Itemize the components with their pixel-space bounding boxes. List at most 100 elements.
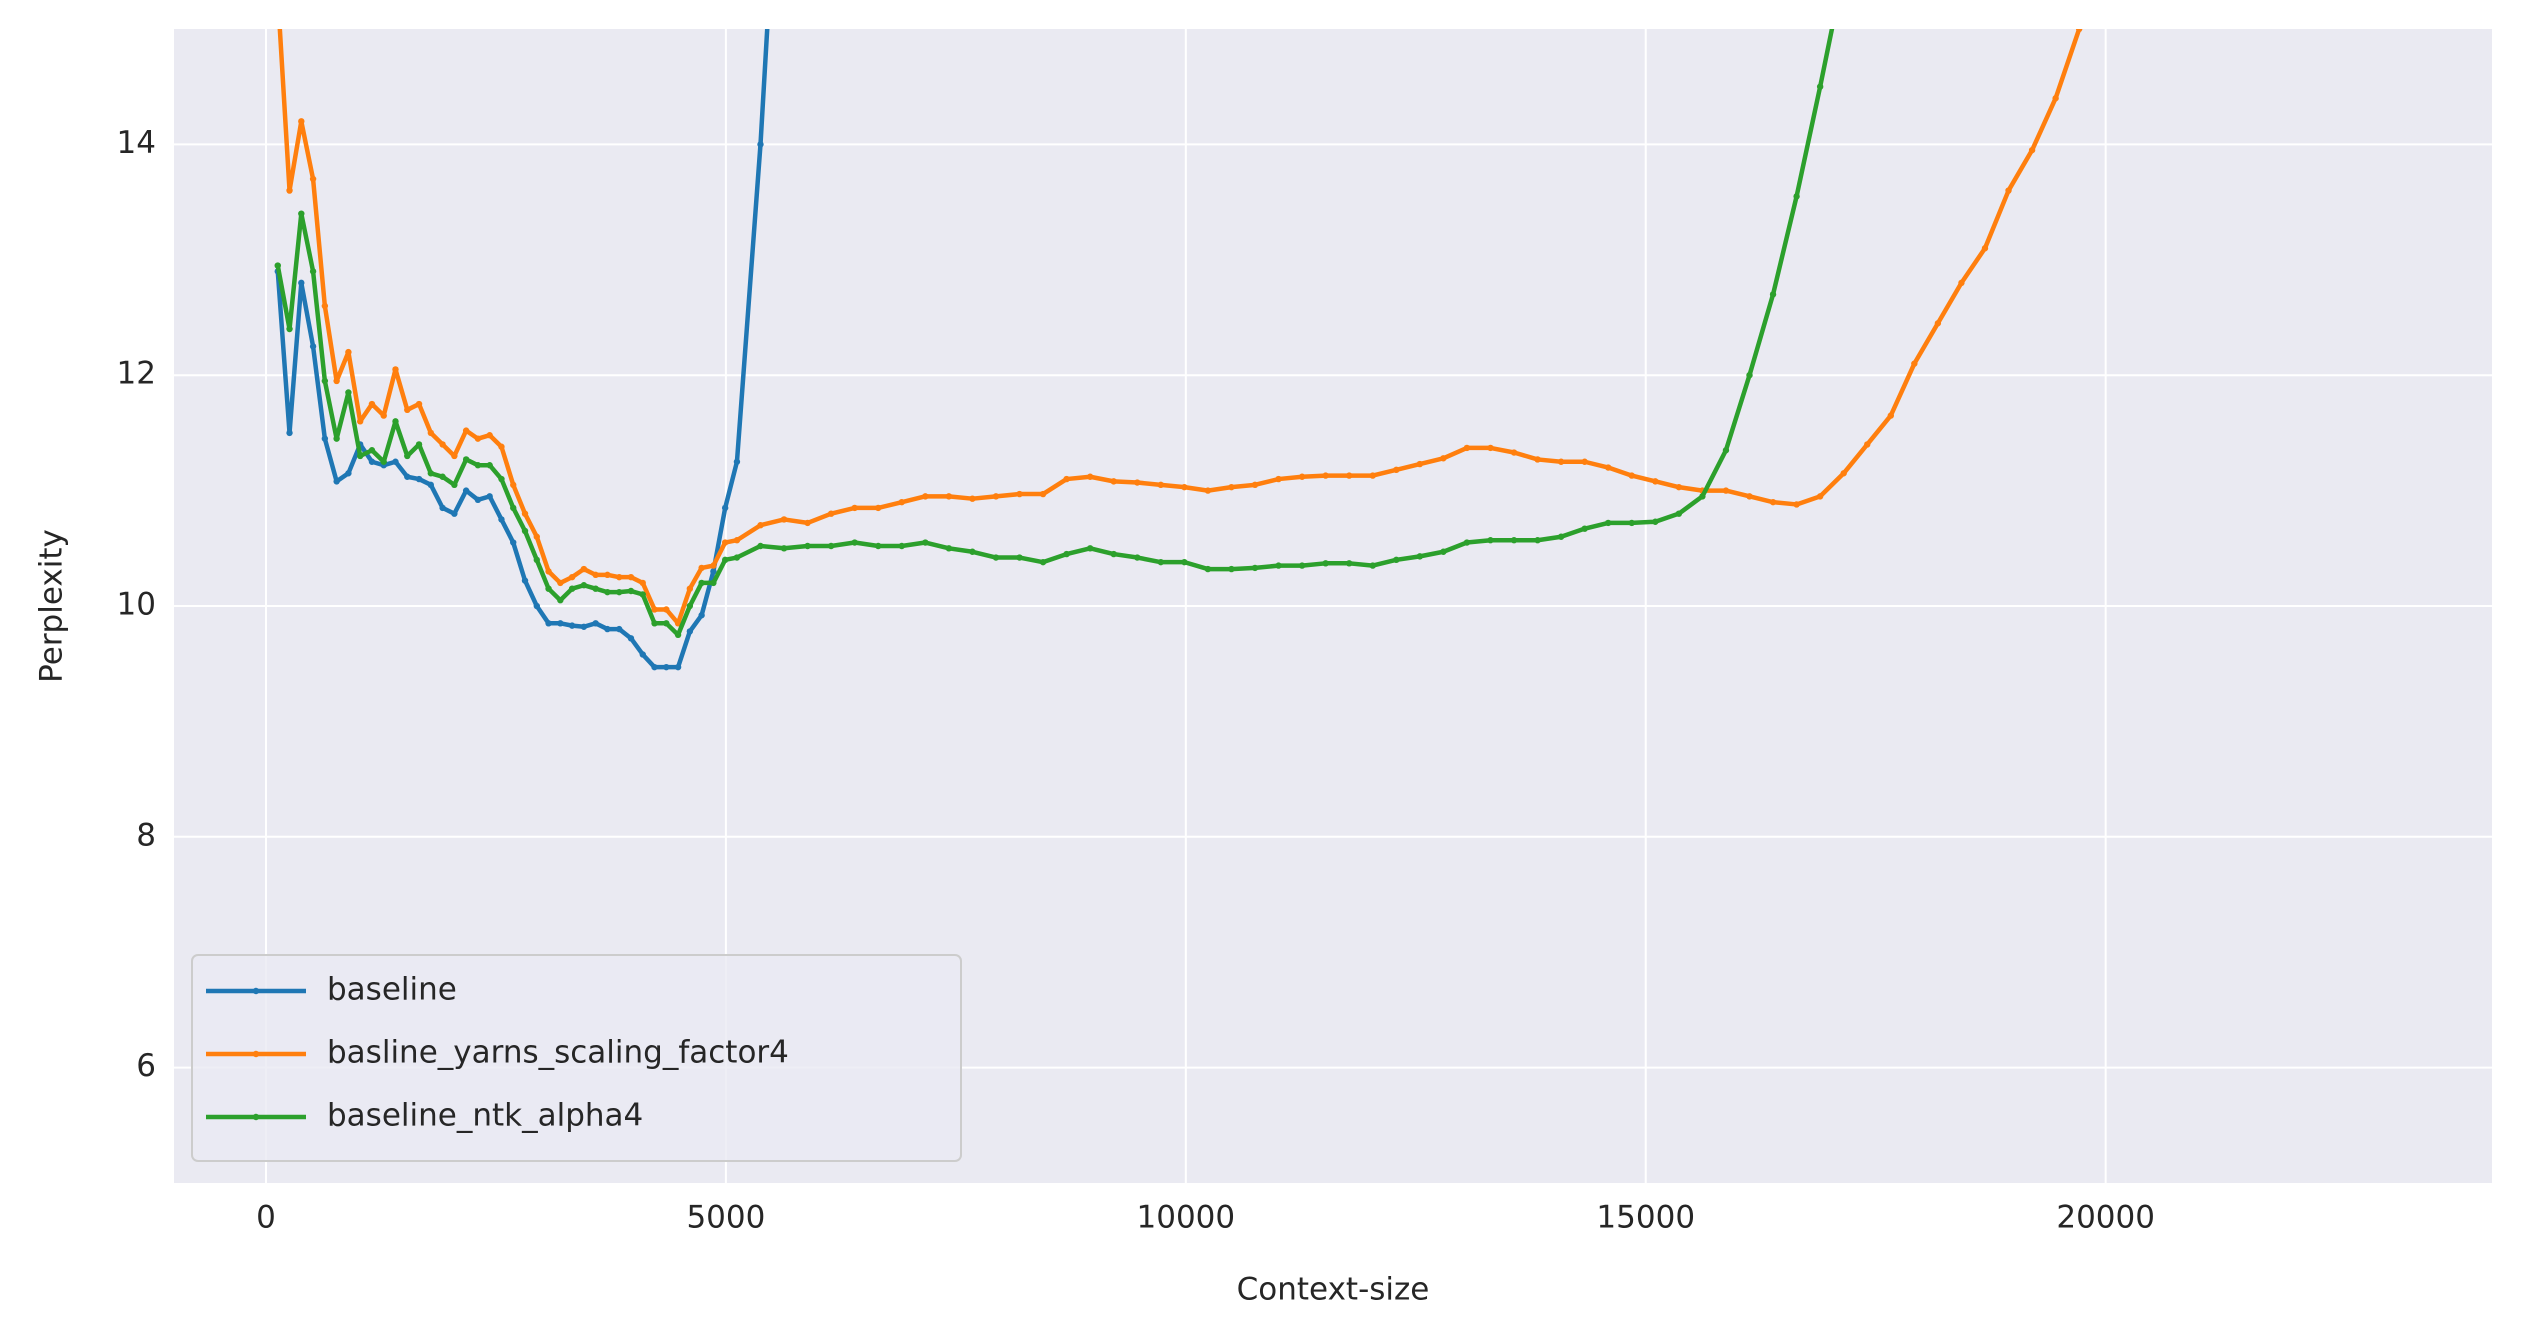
data-point — [462, 456, 470, 463]
legend-marker — [252, 1113, 260, 1121]
data-point — [2052, 95, 2059, 102]
data-point — [1675, 510, 1683, 517]
data-point — [757, 542, 764, 550]
data-point — [2075, 29, 2083, 33]
data-point — [804, 542, 811, 550]
data-point — [557, 597, 564, 604]
data-point — [1228, 483, 1235, 491]
data-point — [1157, 558, 1165, 566]
data-point — [757, 522, 764, 529]
data-point — [2005, 187, 2012, 194]
data-point — [580, 565, 588, 573]
data-point — [663, 663, 670, 671]
data-point — [922, 493, 929, 500]
data-point — [345, 348, 352, 356]
data-point — [521, 577, 529, 584]
data-point — [804, 519, 811, 527]
data-point — [498, 475, 505, 483]
data-point — [1063, 475, 1070, 483]
data-point — [404, 452, 411, 460]
data-point — [1534, 456, 1541, 463]
data-point — [721, 539, 729, 546]
data-point — [1345, 560, 1353, 567]
data-point — [945, 493, 953, 500]
x-tick-label: 20000 — [2056, 1200, 2155, 1236]
data-point — [733, 554, 741, 561]
x-tick-label: 15000 — [1596, 1200, 1695, 1236]
data-point — [1722, 447, 1730, 454]
data-point — [286, 187, 293, 194]
y-tick-label: 10 — [117, 587, 156, 623]
data-point — [1769, 498, 1777, 506]
data-point — [710, 579, 717, 587]
data-point — [451, 452, 458, 460]
data-point — [757, 141, 764, 148]
data-point — [274, 262, 281, 269]
data-point — [1157, 481, 1165, 489]
data-point — [1793, 193, 1800, 200]
data-point — [1840, 470, 1847, 477]
data-point — [404, 406, 411, 414]
data-point — [898, 498, 905, 506]
data-point — [945, 545, 953, 552]
data-point — [992, 493, 1000, 500]
data-point — [580, 582, 588, 589]
data-point — [616, 573, 623, 581]
data-point — [368, 458, 376, 465]
data-point — [1369, 562, 1376, 569]
data-point — [1746, 493, 1753, 500]
data-point — [1864, 441, 1871, 448]
data-point — [427, 481, 435, 489]
data-point — [592, 571, 599, 579]
data-point — [1958, 279, 1965, 287]
data-point — [321, 435, 329, 442]
data-point — [521, 527, 529, 535]
data-point — [1934, 320, 1942, 327]
data-point — [309, 268, 317, 275]
data-point — [686, 602, 694, 610]
data-point — [580, 623, 588, 630]
data-point — [1510, 537, 1518, 544]
data-point — [1628, 472, 1635, 479]
data-point — [474, 435, 482, 442]
data-point — [392, 366, 399, 373]
data-point — [380, 458, 387, 465]
data-point — [1675, 483, 1683, 491]
data-point — [380, 412, 387, 419]
data-point — [1652, 478, 1659, 485]
data-point — [486, 493, 493, 500]
data-point — [309, 175, 317, 183]
legend-box — [191, 954, 962, 1162]
data-point — [557, 620, 564, 627]
data-point — [474, 462, 482, 469]
data-point — [333, 478, 340, 485]
data-point — [451, 481, 458, 489]
data-point — [592, 620, 599, 627]
data-point — [1557, 533, 1565, 540]
data-point — [1016, 490, 1023, 498]
data-point — [356, 452, 364, 460]
data-point — [439, 504, 446, 512]
x-tick-label: 10000 — [1137, 1200, 1236, 1236]
data-point — [922, 539, 929, 546]
data-point — [698, 564, 705, 572]
data-point — [345, 389, 352, 396]
data-point — [1487, 537, 1494, 544]
data-point — [1463, 444, 1471, 452]
data-point — [1204, 487, 1212, 494]
data-point — [510, 481, 517, 489]
data-point — [898, 542, 905, 550]
data-point — [439, 473, 446, 480]
data-point — [1275, 562, 1282, 569]
data-point — [1557, 458, 1565, 465]
data-point — [1110, 478, 1117, 485]
data-point — [333, 377, 340, 385]
data-point — [875, 542, 882, 550]
data-point — [1181, 558, 1188, 566]
legend-label: baseline_ntk_alpha4 — [327, 1098, 643, 1134]
data-point — [462, 427, 470, 434]
data-point — [510, 539, 517, 546]
data-point — [992, 554, 1000, 561]
data-point — [1251, 564, 1259, 572]
y-tick-label: 6 — [136, 1048, 156, 1084]
